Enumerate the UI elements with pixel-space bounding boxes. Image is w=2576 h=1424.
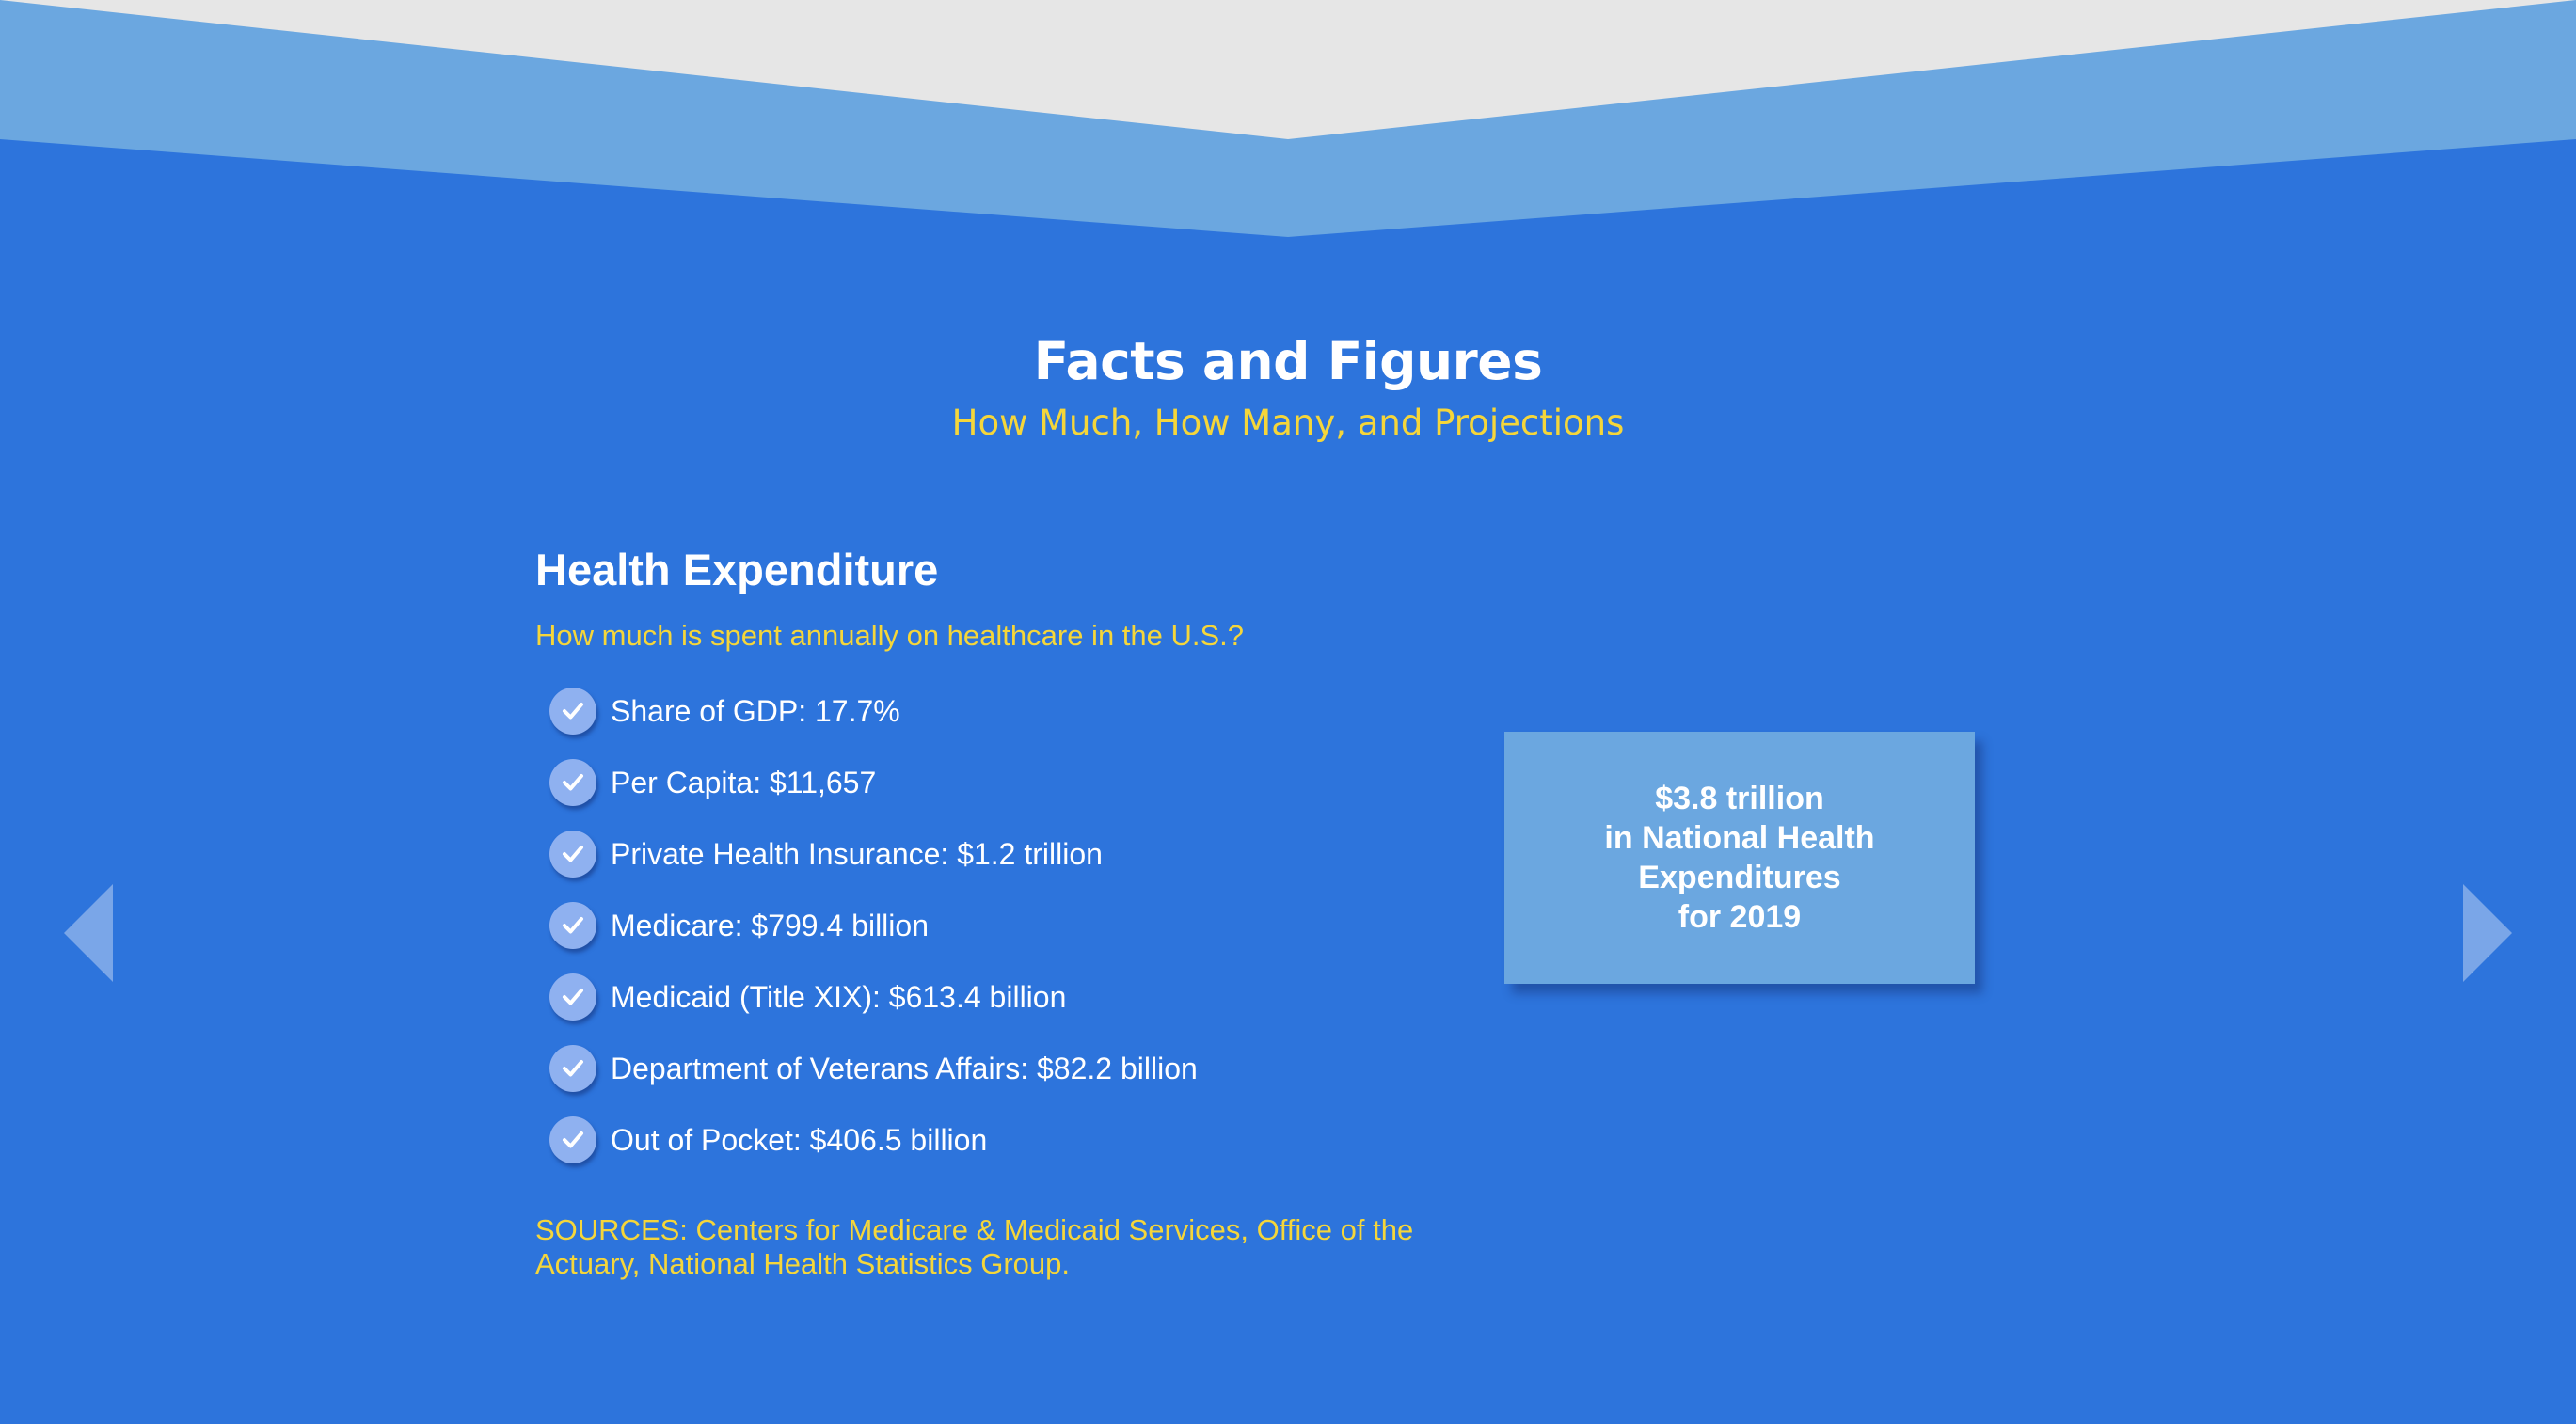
highlight-line-3: Expenditures xyxy=(1638,860,1841,895)
fact-text: Medicare: $799.4 billion xyxy=(611,909,929,942)
fact-text: Per Capita: $11,657 xyxy=(611,766,877,799)
highlight-line-2: in National Health xyxy=(1604,820,1875,856)
previous-slide-button[interactable] xyxy=(64,884,113,982)
list-item: Medicaid (Title XIX): $613.4 billion xyxy=(535,961,1439,1033)
fact-text: Share of GDP: 17.7% xyxy=(611,694,900,728)
list-item: Medicare: $799.4 billion xyxy=(535,890,1439,961)
arrow-right-icon xyxy=(2463,884,2512,982)
checkmark-icon xyxy=(549,1045,596,1092)
checkmark-icon xyxy=(549,902,596,949)
section-title: Health Expenditure xyxy=(535,545,939,594)
checkmark-icon xyxy=(549,973,596,1021)
checkmark-icon xyxy=(549,688,596,735)
highlight-amount: $3.8 trillion xyxy=(1655,781,1824,816)
fact-text: Department of Veterans Affairs: $82.2 bi… xyxy=(611,1052,1198,1085)
list-item: Department of Veterans Affairs: $82.2 bi… xyxy=(535,1033,1439,1104)
section-question: How much is spent annually on healthcare… xyxy=(535,619,1245,652)
list-item: Out of Pocket: $406.5 billion xyxy=(535,1104,1439,1176)
highlight-text: $3.8 trillion in National Health Expendi… xyxy=(1604,779,1874,937)
highlight-year: for 2019 xyxy=(1678,899,1802,935)
sources-note: SOURCES: Centers for Medicare & Medicaid… xyxy=(535,1213,1414,1280)
page-title: Facts and Figures xyxy=(1033,331,1543,391)
fact-list: Share of GDP: 17.7% Per Capita: $11,657 … xyxy=(535,675,1439,1176)
health-expenditure-section: Health Expenditure How much is spent ann… xyxy=(535,542,1439,1281)
arrow-left-icon xyxy=(64,884,113,982)
checkmark-icon xyxy=(549,831,596,878)
list-item: Share of GDP: 17.7% xyxy=(535,675,1439,747)
fact-text: Private Health Insurance: $1.2 trillion xyxy=(611,837,1103,871)
highlight-callout: $3.8 trillion in National Health Expendi… xyxy=(1504,732,1975,984)
header-chevron-band xyxy=(0,0,2576,237)
fact-text: Medicaid (Title XIX): $613.4 billion xyxy=(611,980,1067,1014)
page-header: Facts and Figures How Much, How Many, an… xyxy=(0,329,2576,450)
grey-top-chevron xyxy=(0,0,2576,139)
page-subtitle: How Much, How Many, and Projections xyxy=(951,403,1625,443)
next-slide-button[interactable] xyxy=(2463,884,2512,982)
fact-text: Out of Pocket: $406.5 billion xyxy=(611,1123,988,1157)
checkmark-icon xyxy=(549,1116,596,1163)
list-item: Per Capita: $11,657 xyxy=(535,747,1439,818)
checkmark-icon xyxy=(549,759,596,806)
list-item: Private Health Insurance: $1.2 trillion xyxy=(535,818,1439,890)
